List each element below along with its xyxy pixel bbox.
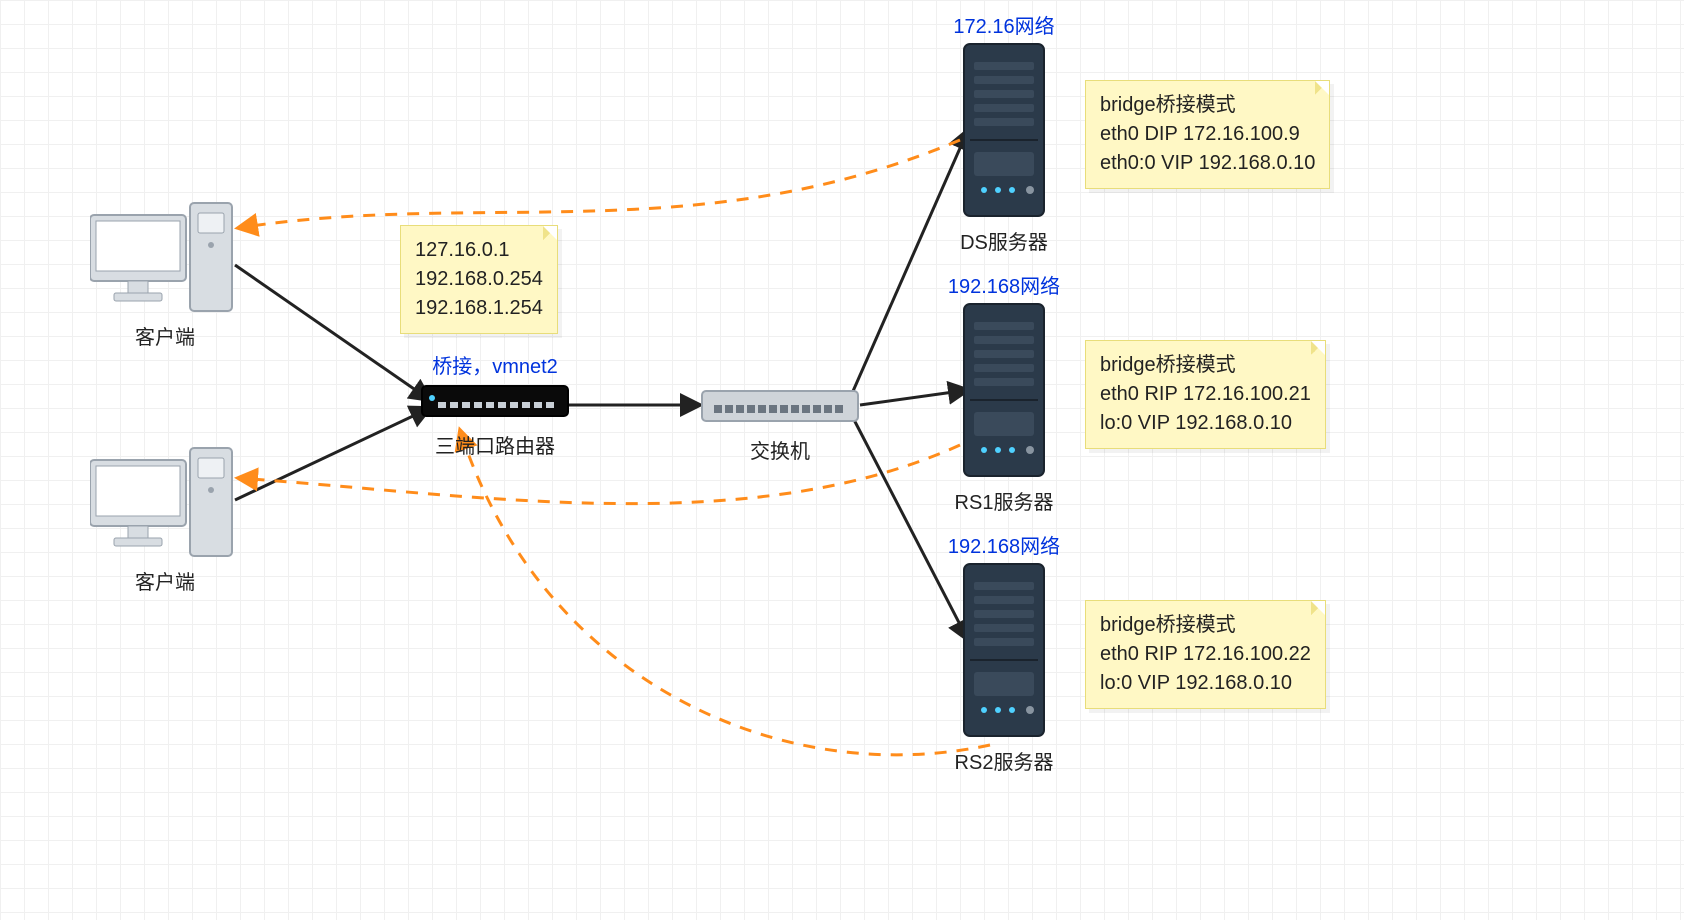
- ds-node: [960, 40, 1048, 225]
- note-line: lo:0 VIP 192.168.0.10: [1100, 409, 1311, 438]
- ds-note: bridge桥接模式eth0 DIP 172.16.100.9eth0:0 VI…: [1085, 80, 1330, 189]
- router-note: 127.16.0.1192.168.0.254192.168.1.254: [400, 225, 558, 334]
- router-node: [420, 380, 570, 429]
- note-line: eth0 RIP 172.16.100.21: [1100, 380, 1311, 409]
- note-line: bridge桥接模式: [1100, 91, 1315, 120]
- router-label: 三端口路由器: [435, 430, 555, 459]
- diagram-canvas: 客户端 客户端 桥接，vmnet2 三端口路由器 交换机 172.16网络 DS…: [0, 0, 1684, 920]
- client1-label: 客户端: [135, 321, 195, 350]
- ds-top-label: 172.16网络: [953, 10, 1054, 39]
- rs2-note: bridge桥接模式eth0 RIP 172.16.100.22lo:0 VIP…: [1085, 600, 1326, 709]
- note-line: eth0:0 VIP 192.168.0.10: [1100, 149, 1315, 178]
- note-line: 192.168.1.254: [415, 294, 543, 323]
- client2-label: 客户端: [135, 566, 195, 595]
- client2-node: [90, 440, 240, 565]
- rs2-node: [960, 560, 1048, 745]
- note-line: eth0 RIP 172.16.100.22: [1100, 640, 1311, 669]
- note-line: 127.16.0.1: [415, 236, 543, 265]
- note-line: lo:0 VIP 192.168.0.10: [1100, 669, 1311, 698]
- rs1-node: [960, 300, 1048, 485]
- rs1-note: bridge桥接模式eth0 RIP 172.16.100.21lo:0 VIP…: [1085, 340, 1326, 449]
- rs1-top-label: 192.168网络: [948, 270, 1060, 299]
- ds-label: DS服务器: [960, 226, 1048, 255]
- note-line: 192.168.0.254: [415, 265, 543, 294]
- rs2-top-label: 192.168网络: [948, 530, 1060, 559]
- switch-node: [700, 385, 860, 434]
- grid-background: [0, 0, 1684, 920]
- note-line: bridge桥接模式: [1100, 351, 1311, 380]
- switch-label: 交换机: [750, 435, 810, 464]
- client1-node: [90, 195, 240, 320]
- note-line: bridge桥接模式: [1100, 611, 1311, 640]
- router-top-label: 桥接，vmnet2: [432, 350, 558, 379]
- note-line: eth0 DIP 172.16.100.9: [1100, 120, 1315, 149]
- rs2-label: RS2服务器: [955, 746, 1054, 775]
- rs1-label: RS1服务器: [955, 486, 1054, 515]
